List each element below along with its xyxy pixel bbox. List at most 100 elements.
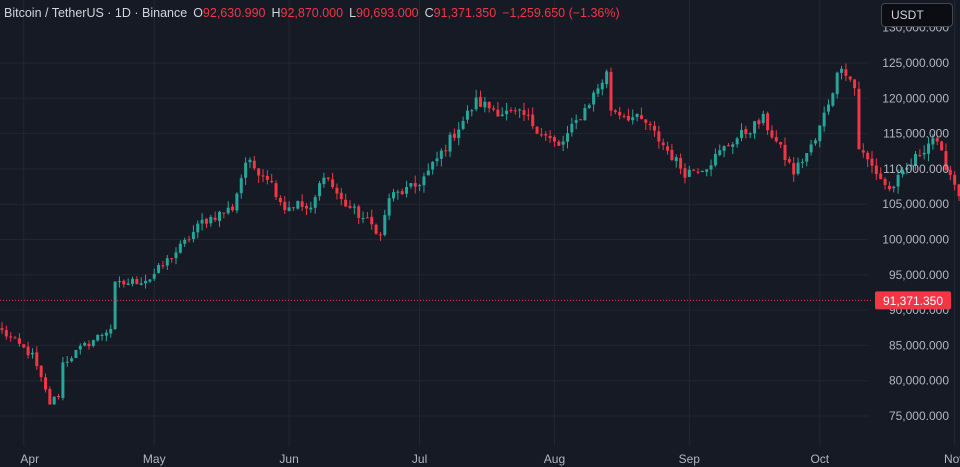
candle-body xyxy=(39,365,43,378)
candle-body xyxy=(813,140,817,144)
candle-body xyxy=(592,92,596,105)
candle-body xyxy=(766,113,770,131)
candle-body xyxy=(126,283,130,285)
candle-body xyxy=(113,281,117,330)
candle-body xyxy=(548,136,552,139)
candle-body xyxy=(639,115,643,119)
candle-body xyxy=(0,328,4,330)
candle-body xyxy=(870,158,874,166)
candle-body xyxy=(561,141,565,145)
x-tick-label: Nov xyxy=(944,452,960,466)
candle-body xyxy=(152,273,156,279)
candle-body xyxy=(731,144,735,147)
candle-body xyxy=(518,109,522,111)
candle-body xyxy=(840,68,844,73)
candle-body xyxy=(431,161,435,170)
candle-body xyxy=(57,395,61,398)
candle-body xyxy=(104,332,108,336)
candle-body xyxy=(418,185,422,187)
x-tick-label: May xyxy=(143,452,166,466)
candle-body xyxy=(866,152,870,160)
candle-body xyxy=(679,157,683,169)
y-tick-label: 115,000.000 xyxy=(883,127,949,141)
candle-body xyxy=(631,117,635,121)
candle-body xyxy=(666,146,670,151)
symbol-title[interactable]: Bitcoin / TetherUS · 1D · Binance xyxy=(4,6,188,20)
candle-body xyxy=(287,207,291,212)
candle-body xyxy=(218,211,221,221)
candle-body xyxy=(352,206,356,208)
candle-body xyxy=(557,141,561,146)
candle-body xyxy=(70,358,74,362)
candle-body xyxy=(231,206,235,211)
candle-body xyxy=(448,134,452,152)
currency-button[interactable]: USDT xyxy=(881,3,953,27)
y-tick-label: 110,000.000 xyxy=(883,162,949,176)
candle-body xyxy=(383,215,387,235)
candle-body xyxy=(344,199,348,207)
candle-body xyxy=(909,164,913,167)
last-price-label: 91,371.350 xyxy=(883,294,943,308)
candle-body xyxy=(626,115,630,121)
x-tick-label: Oct xyxy=(810,452,829,466)
candle-body xyxy=(570,123,574,133)
candle-body xyxy=(396,191,400,193)
candle-body xyxy=(461,120,465,129)
candle-body xyxy=(609,71,613,111)
candle-body xyxy=(539,134,543,136)
candle-body xyxy=(696,171,700,173)
candle-body xyxy=(861,150,865,153)
candle-body xyxy=(505,110,509,115)
candle-body xyxy=(191,232,195,239)
candle-body xyxy=(226,207,230,214)
candle-body xyxy=(252,160,256,169)
candle-body xyxy=(48,388,52,405)
candle-body xyxy=(513,110,517,112)
candle-body xyxy=(500,114,504,116)
candle-body xyxy=(792,163,796,175)
candle-body xyxy=(457,129,461,138)
candle-body xyxy=(309,207,313,210)
candle-body xyxy=(700,170,704,173)
candle-body xyxy=(800,162,804,164)
candle-body xyxy=(492,108,496,110)
candle-body xyxy=(474,97,478,110)
candle-body xyxy=(274,183,278,198)
candle-body xyxy=(392,192,395,199)
candle-body xyxy=(326,177,330,179)
candle-body xyxy=(748,133,752,135)
candle-body xyxy=(753,121,757,134)
y-tick-label: 105,000.000 xyxy=(882,197,949,211)
candle-body xyxy=(165,258,169,266)
candle-body xyxy=(552,137,556,142)
candle-body xyxy=(905,167,909,170)
candle-body xyxy=(918,155,922,157)
candle-body xyxy=(470,110,474,112)
candle-body xyxy=(257,168,261,176)
candle-body xyxy=(187,239,191,241)
candle-body xyxy=(887,185,891,190)
candle-body xyxy=(783,144,787,161)
candle-body xyxy=(196,223,200,233)
candle-body xyxy=(296,201,300,209)
candle-body xyxy=(370,216,374,225)
candle-body xyxy=(204,218,208,224)
candle-body xyxy=(278,197,282,203)
candle-body xyxy=(787,159,791,163)
candle-body xyxy=(796,162,800,174)
candle-body xyxy=(805,153,809,162)
candle-body xyxy=(522,110,526,115)
candle-body xyxy=(713,153,717,166)
candle-body xyxy=(61,362,65,398)
candle-body xyxy=(91,340,95,346)
x-tick-label: Sep xyxy=(679,452,701,466)
candle-body xyxy=(857,88,861,150)
candle-body xyxy=(4,329,8,337)
candle-body xyxy=(526,114,530,116)
candle-body xyxy=(131,278,134,284)
candle-body xyxy=(735,138,739,145)
candle-body xyxy=(613,110,617,113)
candle-body xyxy=(957,184,960,197)
